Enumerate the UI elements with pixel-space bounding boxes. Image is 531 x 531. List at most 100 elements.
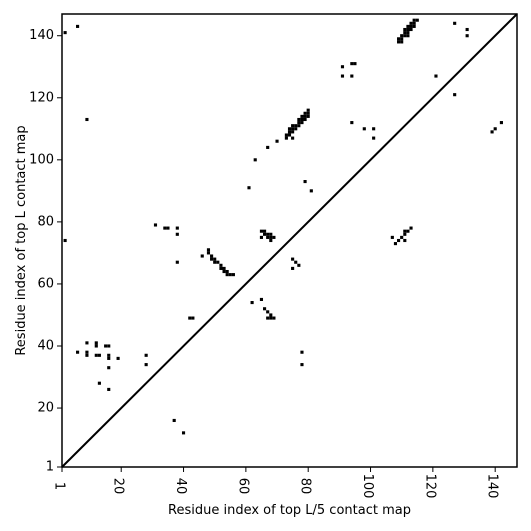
contact-point-upper [340, 74, 345, 78]
contact-point-upper [269, 238, 273, 243]
contact-point-lower [85, 353, 89, 357]
contact-point-lower [181, 431, 186, 435]
plot-frame [61, 13, 518, 468]
contact-point-lower [390, 235, 394, 239]
contact-point-lower [393, 242, 398, 246]
contact-point-upper [263, 232, 267, 236]
y-tick-label: 60 [37, 276, 54, 291]
contact-point-lower [107, 356, 111, 360]
contact-point-upper [263, 229, 267, 233]
contact-point-lower [94, 341, 98, 345]
contact-point-lower [291, 266, 295, 270]
contact-point-upper [259, 229, 264, 233]
contact-point-upper [340, 65, 345, 69]
contact-point-lower [409, 226, 413, 230]
contact-point-lower [107, 344, 111, 348]
contact-point-upper [63, 238, 67, 243]
contact-point-upper [210, 254, 214, 258]
contact-point-lower [76, 350, 80, 354]
contact-point-lower [116, 356, 120, 360]
contact-point-upper [303, 114, 307, 118]
contact-point-upper [306, 111, 310, 115]
contact-point-lower [85, 341, 89, 345]
contact-point-upper [272, 235, 276, 239]
contact-point-upper [362, 127, 366, 131]
contact-point-upper [453, 21, 457, 25]
x-axis-ticks: 1 20 40 60 80 100 120 140 [52, 467, 500, 498]
contact-point-lower [403, 229, 407, 233]
contact-point-upper [397, 40, 401, 44]
contact-point-upper [303, 180, 307, 184]
contact-point-upper [266, 235, 270, 239]
contact-point-upper [275, 139, 279, 143]
contact-point-upper [415, 18, 419, 22]
contact-point-upper [269, 235, 273, 239]
contact-point-lower [107, 387, 111, 391]
x-tick-label: 20 [111, 478, 126, 495]
contact-point-upper [76, 24, 80, 28]
contact-point-upper [266, 232, 270, 236]
contact-point-upper [222, 266, 226, 270]
y-tick-label: 20 [37, 401, 54, 416]
x-tick-label: 120 [422, 474, 437, 499]
contact-point-upper [303, 111, 307, 115]
x-tick-label: 1 [52, 482, 67, 490]
contact-point-lower [397, 238, 401, 243]
contact-point-upper [406, 31, 410, 35]
contact-point-upper [400, 34, 404, 38]
contact-point-upper [247, 186, 251, 190]
contact-point-lower [259, 297, 264, 301]
contact-point-upper [225, 269, 229, 274]
x-tick-label: 100 [360, 474, 375, 499]
contact-point-upper [266, 145, 270, 149]
contact-point-upper [291, 127, 295, 131]
contact-point-lower [94, 344, 98, 348]
contact-point-lower [400, 235, 404, 239]
contact-point-upper [406, 24, 410, 28]
contact-point-upper [287, 133, 292, 137]
contact-point-upper [294, 124, 298, 128]
contact-point-lower [403, 238, 407, 243]
contact-point-upper [175, 226, 179, 230]
contact-point-lower [300, 350, 304, 354]
contact-point-lower [172, 418, 176, 423]
contact-point-upper [269, 232, 273, 236]
contact-point-upper [350, 74, 354, 78]
contact-point-upper [294, 127, 298, 131]
contact-point-upper [409, 24, 413, 28]
contact-point-upper [306, 114, 310, 118]
contact-point-upper [175, 260, 179, 264]
contact-point-upper [216, 260, 220, 264]
contact-point-upper [300, 117, 304, 122]
contact-point-upper [499, 121, 503, 125]
contact-point-upper [144, 353, 148, 357]
contact-point-upper [300, 121, 304, 125]
y-tick-label: 120 [29, 90, 54, 105]
contact-point-upper [213, 260, 217, 264]
contact-point-lower [272, 316, 276, 320]
contact-point-upper [403, 31, 407, 35]
contact-point-upper [63, 31, 67, 35]
diagonal-line [61, 13, 518, 468]
contact-point-upper [303, 117, 307, 122]
contact-point-lower [266, 310, 270, 314]
y-axis-label: Residue index of top L contact map [14, 125, 29, 355]
contact-point-upper [409, 27, 413, 32]
contact-point-upper [400, 40, 404, 44]
contact-point-upper [228, 273, 232, 277]
contact-point-upper [350, 62, 354, 66]
contact-point-upper [85, 117, 89, 122]
contact-point-upper [153, 223, 158, 227]
contact-point-upper [412, 24, 416, 28]
contact-point-upper [397, 37, 401, 41]
contact-point-upper [353, 62, 357, 66]
contact-point-upper [403, 34, 407, 38]
contact-point-upper [144, 363, 148, 367]
contact-point-upper [300, 114, 304, 118]
contact-point-upper [200, 254, 204, 258]
contact-point-upper [219, 263, 223, 267]
contact-point-lower [94, 353, 98, 357]
contact-point-lower [263, 307, 267, 311]
contact-point-upper [406, 27, 410, 32]
